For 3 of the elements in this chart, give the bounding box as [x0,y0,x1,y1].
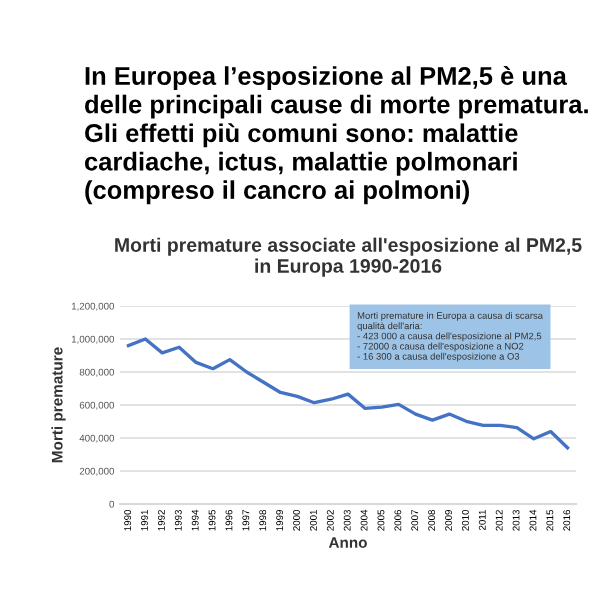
line-series [126,337,570,450]
chart-title: Morti premature associate all'esposizione al PM2,5 in Europa 1990-2016 [115,237,582,277]
text: In Europea l’esposizione al PM2,5 è una delle principali cause di morte prematura. Gli effetti più comuni sono: malattie cardiache, ictus, malattie polmonari (compreso il cancro ai polmoni) [85,66,588,205]
